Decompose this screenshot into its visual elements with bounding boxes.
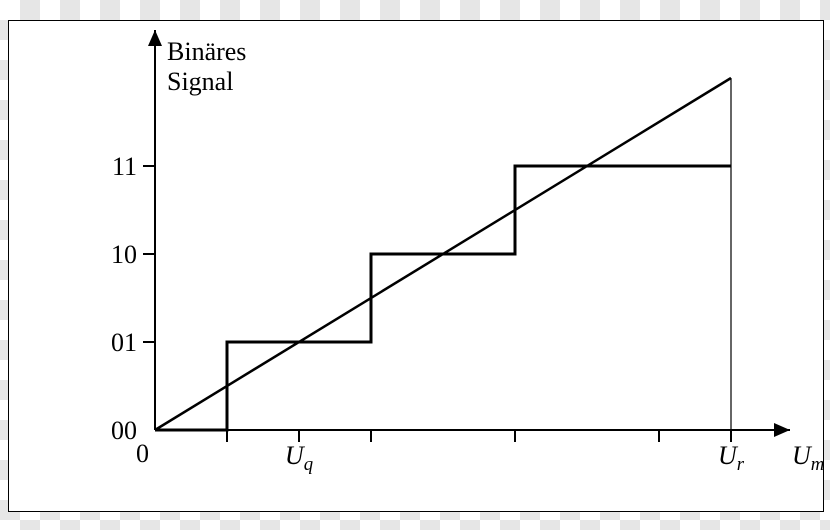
origin-label: 0 xyxy=(136,439,149,468)
x-axis-arrow xyxy=(774,423,790,437)
x-axis-label: Um xyxy=(792,441,824,475)
plot-svg: 00 01 10 11 Uq Ur 0 Um BinäresSignal xyxy=(0,0,830,530)
y-tick-label: 01 xyxy=(111,328,137,357)
staircase xyxy=(155,166,731,430)
y-tick-label: 00 xyxy=(111,416,137,445)
y-axis-title: Signal xyxy=(167,67,233,96)
x-tick-label: Ur xyxy=(718,441,745,475)
y-tick-label: 10 xyxy=(111,240,137,269)
x-tick-label: Uq xyxy=(285,441,313,475)
y-axis-title: Binäres xyxy=(167,37,246,66)
y-axis-arrow xyxy=(148,30,162,46)
y-tick-label: 11 xyxy=(112,152,137,181)
